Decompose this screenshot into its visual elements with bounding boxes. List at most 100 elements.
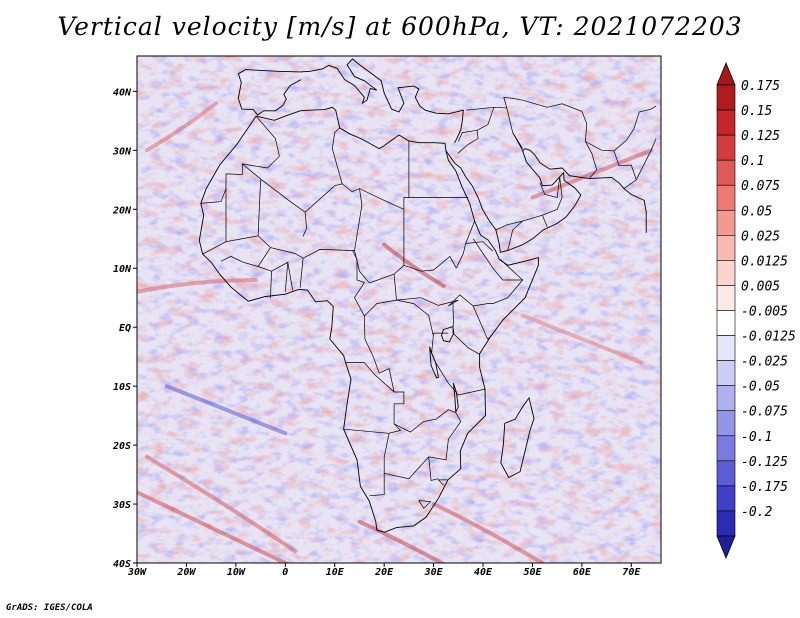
colorbar-swatch bbox=[716, 209, 736, 236]
arabia-coastline bbox=[445, 148, 647, 253]
country-border bbox=[428, 456, 439, 481]
colorbar-label: -0.005 bbox=[741, 305, 788, 320]
lake-victoria bbox=[441, 326, 455, 343]
map-frame bbox=[136, 55, 662, 564]
africa-coastline bbox=[198, 106, 539, 533]
velocity-streak bbox=[530, 148, 654, 200]
lat-tick-label: 30N bbox=[112, 146, 132, 157]
colorbar-swatch bbox=[716, 109, 736, 136]
map-plot-area bbox=[137, 56, 661, 563]
lat-tick-label: 40N bbox=[113, 87, 132, 98]
colorbar-swatch bbox=[716, 510, 736, 537]
colorbar-label: 0.125 bbox=[741, 129, 780, 144]
lat-tick-label: EQ bbox=[119, 323, 131, 334]
colorbar-swatch bbox=[716, 410, 736, 437]
velocity-streak bbox=[144, 101, 219, 153]
country-border bbox=[466, 106, 494, 111]
lake-tanganyika bbox=[429, 346, 440, 379]
colorbar-label: -0.05 bbox=[741, 380, 780, 395]
country-border bbox=[257, 235, 304, 288]
country-border bbox=[522, 99, 598, 179]
country-border bbox=[448, 259, 524, 307]
country-border bbox=[396, 299, 434, 335]
colorbar-label: -0.1 bbox=[741, 430, 772, 445]
colorbar-top-arrow bbox=[716, 61, 736, 86]
country-border bbox=[457, 130, 479, 154]
strong-motion-bands bbox=[137, 101, 654, 563]
lat-tick-label: 10S bbox=[113, 382, 131, 393]
lon-tick-label: 40E bbox=[474, 567, 493, 578]
velocity-field bbox=[137, 56, 661, 563]
country-border bbox=[495, 220, 523, 231]
country-border bbox=[369, 473, 385, 497]
country-border bbox=[302, 249, 353, 259]
colorbar-label: 0.0125 bbox=[741, 254, 788, 269]
colorbar-label: -0.075 bbox=[741, 405, 788, 420]
mediterranean-coastline bbox=[238, 58, 464, 143]
country-border bbox=[472, 305, 492, 340]
velocity-streak bbox=[357, 519, 446, 563]
colorbar-swatch bbox=[716, 310, 736, 336]
lat-tick-label: 20N bbox=[112, 205, 132, 216]
colorbar-swatch bbox=[716, 435, 736, 462]
velocity-streak bbox=[144, 454, 298, 554]
lon-tick-label: 20E bbox=[374, 567, 394, 578]
country-border bbox=[383, 409, 462, 480]
lat-tick-label: 40S bbox=[113, 559, 131, 570]
country-border bbox=[352, 188, 363, 251]
lon-tick-label: 50E bbox=[523, 567, 542, 578]
colorbar-label: -0.0125 bbox=[741, 330, 796, 345]
colorbar-label: -0.125 bbox=[741, 455, 788, 470]
country-border bbox=[200, 163, 243, 204]
colorbar-swatch bbox=[716, 134, 736, 161]
colorbar-label: 0.1 bbox=[741, 154, 764, 169]
lat-tick-label: 30S bbox=[112, 500, 131, 511]
madagascar-coastline bbox=[500, 396, 535, 479]
colorbar-swatch bbox=[716, 285, 736, 311]
country-border bbox=[364, 299, 397, 317]
colorbar-swatch bbox=[716, 159, 736, 186]
country-border bbox=[452, 301, 480, 355]
velocity-streak bbox=[382, 242, 446, 288]
colorbar-swatch bbox=[716, 235, 736, 261]
country-border bbox=[512, 132, 523, 149]
colorbar-label: -0.175 bbox=[741, 480, 788, 495]
colorbar-bottom-arrow bbox=[716, 535, 736, 560]
colorbar-label: 0.075 bbox=[741, 179, 780, 194]
country-border bbox=[472, 238, 523, 281]
country-border bbox=[341, 183, 405, 235]
country-border bbox=[343, 362, 405, 434]
country-border bbox=[242, 115, 280, 169]
country-border bbox=[393, 274, 459, 307]
country-border bbox=[364, 338, 395, 393]
country-border bbox=[304, 148, 343, 213]
country-border bbox=[507, 214, 543, 251]
country-border bbox=[585, 105, 657, 152]
colorbar: 0.175 0.15 0.125 0.1 0.075 0.05 0.025 0.0125 0.0… bbox=[716, 61, 796, 560]
country-border bbox=[331, 127, 340, 149]
lon-tick-label: 70E bbox=[622, 567, 641, 578]
country-border bbox=[225, 179, 261, 243]
country-border bbox=[202, 241, 227, 255]
velocity-streak bbox=[520, 313, 644, 365]
country-border bbox=[403, 140, 410, 210]
colorbar-swatch bbox=[716, 84, 736, 111]
colorbar-swatch bbox=[716, 360, 736, 386]
country-border bbox=[220, 247, 271, 267]
country-border bbox=[613, 150, 637, 189]
country-border bbox=[635, 138, 657, 180]
colorbar-label: 0.025 bbox=[741, 229, 780, 244]
country-border bbox=[437, 479, 448, 486]
country-border bbox=[465, 241, 494, 252]
longitude-axis: 30W 20W 10W 0 10E 20E 30E 40E 50E 60E 70E bbox=[127, 563, 641, 578]
country-border bbox=[354, 234, 405, 284]
country-border bbox=[418, 500, 432, 509]
latitude-axis: 40N 30N 20N 10N EQ 10S 20S 30S 40S bbox=[112, 87, 137, 570]
chart-title: Vertical velocity [m/s] at 600hPa, VT: 2… bbox=[57, 12, 743, 41]
country-border bbox=[503, 96, 523, 108]
lat-tick-label: 20S bbox=[112, 441, 131, 452]
colorbar-label: -0.2 bbox=[741, 505, 772, 520]
country-border bbox=[455, 220, 475, 269]
country-border bbox=[541, 176, 563, 228]
